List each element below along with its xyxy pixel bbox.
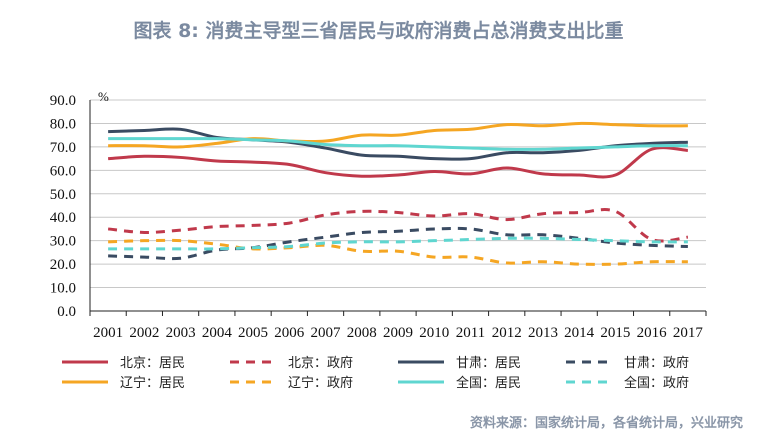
legend-label: 北京：政府 xyxy=(288,356,353,371)
y-unit-label: % xyxy=(98,89,109,104)
x-tick-label: 2007 xyxy=(311,325,342,341)
x-tick-label: 2015 xyxy=(600,325,630,341)
x-tick-label: 2014 xyxy=(564,325,595,341)
x-tick-label: 2011 xyxy=(456,325,485,341)
legend-label: 全国：居民 xyxy=(456,375,521,391)
legend-label: 辽宁：政府 xyxy=(288,375,353,391)
y-tick-label: 20.0 xyxy=(50,257,76,273)
x-tick-label: 2002 xyxy=(129,325,159,341)
y-tick-label: 90.0 xyxy=(50,93,76,109)
legend-label: 甘肃：居民 xyxy=(456,356,521,371)
series-line xyxy=(108,236,688,251)
x-tick-label: 2009 xyxy=(383,325,413,341)
legend-label: 甘肃：政府 xyxy=(624,356,689,371)
series-line xyxy=(108,121,688,149)
x-tick-label: 2017 xyxy=(673,325,704,341)
x-tick-label: 2001 xyxy=(93,325,123,341)
y-tick-label: 10.0 xyxy=(50,281,76,297)
legend-label: 北京：居民 xyxy=(120,356,185,371)
series-line xyxy=(108,146,689,179)
series-line xyxy=(108,226,688,261)
x-tick-label: 2004 xyxy=(202,325,233,341)
series-line xyxy=(108,137,688,151)
y-tick-label: 70.0 xyxy=(50,140,76,156)
x-tick-label: 2016 xyxy=(637,325,668,341)
x-tick-label: 2005 xyxy=(238,325,268,341)
legend-label: 全国：政府 xyxy=(624,375,689,391)
source-note: 资料来源：国家统计局，各省统计局，兴业研究 xyxy=(469,416,743,431)
series-line xyxy=(108,127,688,161)
x-tick-label: 2008 xyxy=(347,325,377,341)
y-tick-label: 40.0 xyxy=(50,210,76,226)
x-tick-label: 2003 xyxy=(166,325,196,341)
series-line xyxy=(108,238,688,266)
y-tick-label: 80.0 xyxy=(50,116,76,132)
chart-title: 图表 8: 消费主导型三省居民与政府消费占总消费支出比重 xyxy=(133,20,624,42)
y-tick-label: 0.0 xyxy=(57,304,76,320)
y-tick-label: 60.0 xyxy=(50,163,76,179)
x-tick-label: 2006 xyxy=(274,325,305,341)
legend-label: 辽宁：居民 xyxy=(120,375,185,391)
x-tick-label: 2012 xyxy=(492,325,522,341)
y-tick-label: 30.0 xyxy=(50,234,76,250)
y-tick-label: 50.0 xyxy=(50,187,76,203)
x-tick-label: 2010 xyxy=(419,325,449,341)
series-line xyxy=(107,208,689,243)
x-tick-label: 2013 xyxy=(528,325,558,341)
